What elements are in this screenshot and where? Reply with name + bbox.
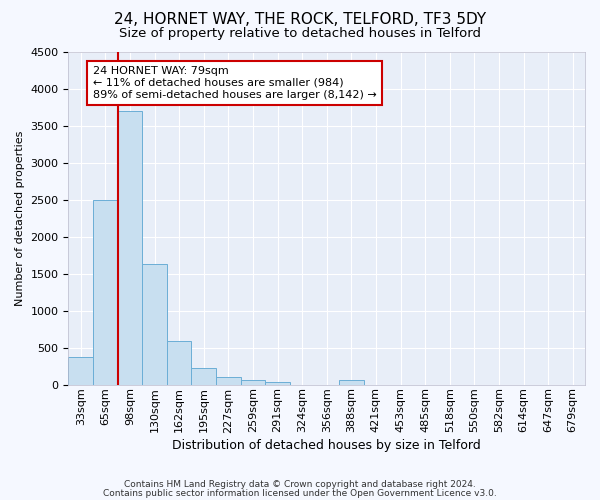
Bar xyxy=(93,200,118,384)
Bar xyxy=(265,382,290,384)
Text: Contains HM Land Registry data © Crown copyright and database right 2024.: Contains HM Land Registry data © Crown c… xyxy=(124,480,476,489)
Text: Contains public sector information licensed under the Open Government Licence v3: Contains public sector information licen… xyxy=(103,488,497,498)
Text: Size of property relative to detached houses in Telford: Size of property relative to detached ho… xyxy=(119,28,481,40)
Bar xyxy=(241,380,265,384)
Bar xyxy=(216,377,241,384)
Text: 24, HORNET WAY, THE ROCK, TELFORD, TF3 5DY: 24, HORNET WAY, THE ROCK, TELFORD, TF3 5… xyxy=(114,12,486,28)
X-axis label: Distribution of detached houses by size in Telford: Distribution of detached houses by size … xyxy=(172,440,481,452)
Bar xyxy=(191,368,216,384)
Y-axis label: Number of detached properties: Number of detached properties xyxy=(15,130,25,306)
Text: 24 HORNET WAY: 79sqm
← 11% of detached houses are smaller (984)
89% of semi-deta: 24 HORNET WAY: 79sqm ← 11% of detached h… xyxy=(93,66,377,100)
Bar xyxy=(339,380,364,384)
Bar xyxy=(68,358,93,384)
Bar xyxy=(167,341,191,384)
Bar xyxy=(142,264,167,384)
Bar xyxy=(118,110,142,384)
